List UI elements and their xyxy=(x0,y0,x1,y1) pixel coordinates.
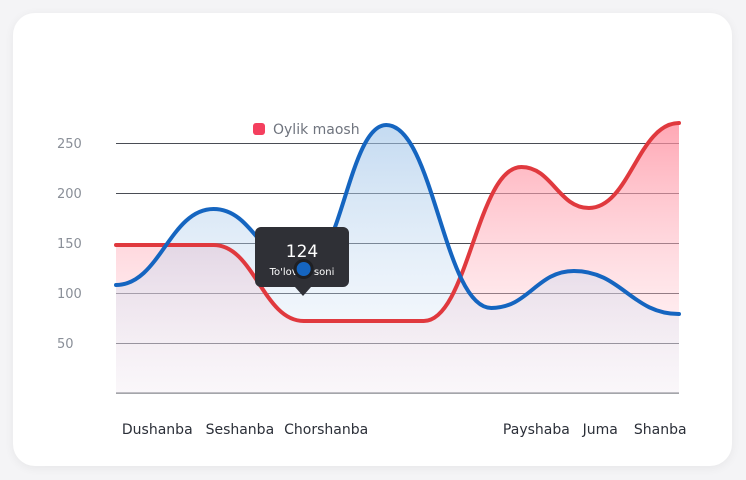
x-category-label: Payshaba xyxy=(503,422,570,438)
y-axis-ticks: 50 100 150 200 250 xyxy=(57,137,82,352)
highlight-marker xyxy=(293,259,314,279)
legend-label: Oylik maosh xyxy=(273,122,360,138)
x-category-label: Shanba xyxy=(634,422,687,438)
x-category-label: Dushanba xyxy=(122,422,193,438)
x-category-label: Chorshanba xyxy=(284,422,368,438)
series-lines xyxy=(114,121,681,323)
y-tick-label: 50 xyxy=(57,337,74,352)
series-areas xyxy=(116,123,679,393)
tooltip-value: 124 xyxy=(286,242,318,262)
series-line-1 xyxy=(114,123,681,316)
chart-card: 50 100 150 200 250 Dushanba Seshanba Chorshanb… xyxy=(13,13,732,466)
y-tick-label: 200 xyxy=(57,187,82,202)
marker-dot xyxy=(296,262,311,276)
legend-swatch xyxy=(253,123,265,135)
series-line-0 xyxy=(114,121,681,323)
y-tick-label: 250 xyxy=(57,137,82,152)
x-axis-labels: Dushanba Seshanba Chorshanba Payshaba Juma Sh… xyxy=(122,422,687,438)
y-tick-label: 100 xyxy=(57,287,82,302)
x-category-label: Seshanba xyxy=(206,422,275,438)
y-tick-label: 150 xyxy=(57,237,82,252)
line-chart: 50 100 150 200 250 Dushanba Seshanba Chorshanb… xyxy=(57,121,687,438)
x-category-label: Juma xyxy=(582,422,618,438)
legend: Oylik maosh xyxy=(253,122,360,138)
series-area-1 xyxy=(116,125,679,393)
